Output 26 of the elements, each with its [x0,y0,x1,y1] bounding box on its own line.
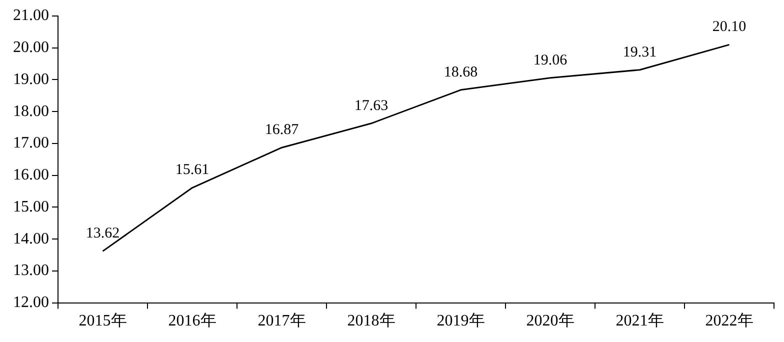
data-label: 15.61 [175,162,210,178]
y-tick-label: 13.00 [13,262,49,280]
x-tick-label: 2021年 [616,312,664,330]
y-tick-label: 19.00 [13,70,49,88]
x-tick-label: 2016年 [168,312,216,330]
x-tick-label: 2017年 [258,312,306,330]
x-tick-label: 2020年 [526,312,574,330]
y-tick-label: 12.00 [13,294,49,312]
data-label: 17.63 [354,98,388,114]
x-tick-label: 2019年 [436,312,485,330]
data-label: 20.10 [712,19,746,36]
y-tick-label: 20.00 [13,39,49,56]
y-tick-label: 17.00 [13,134,49,152]
x-tick-label: 2022年 [705,312,754,330]
y-tick-label: 14.00 [13,230,49,248]
y-tick-label: 18.00 [13,102,49,120]
data-label: 19.31 [622,44,657,60]
data-label: 19.06 [533,52,568,68]
data-label: 18.68 [444,64,478,80]
x-tick-label: 2018年 [347,312,396,330]
data-label: 13.62 [86,226,120,242]
data-label: 16.87 [264,122,300,138]
y-tick-label: 21.00 [13,7,49,24]
x-tick-label: 2015年 [78,312,127,330]
y-tick-label: 15.00 [13,198,49,216]
y-tick-label: 16.00 [13,166,49,184]
